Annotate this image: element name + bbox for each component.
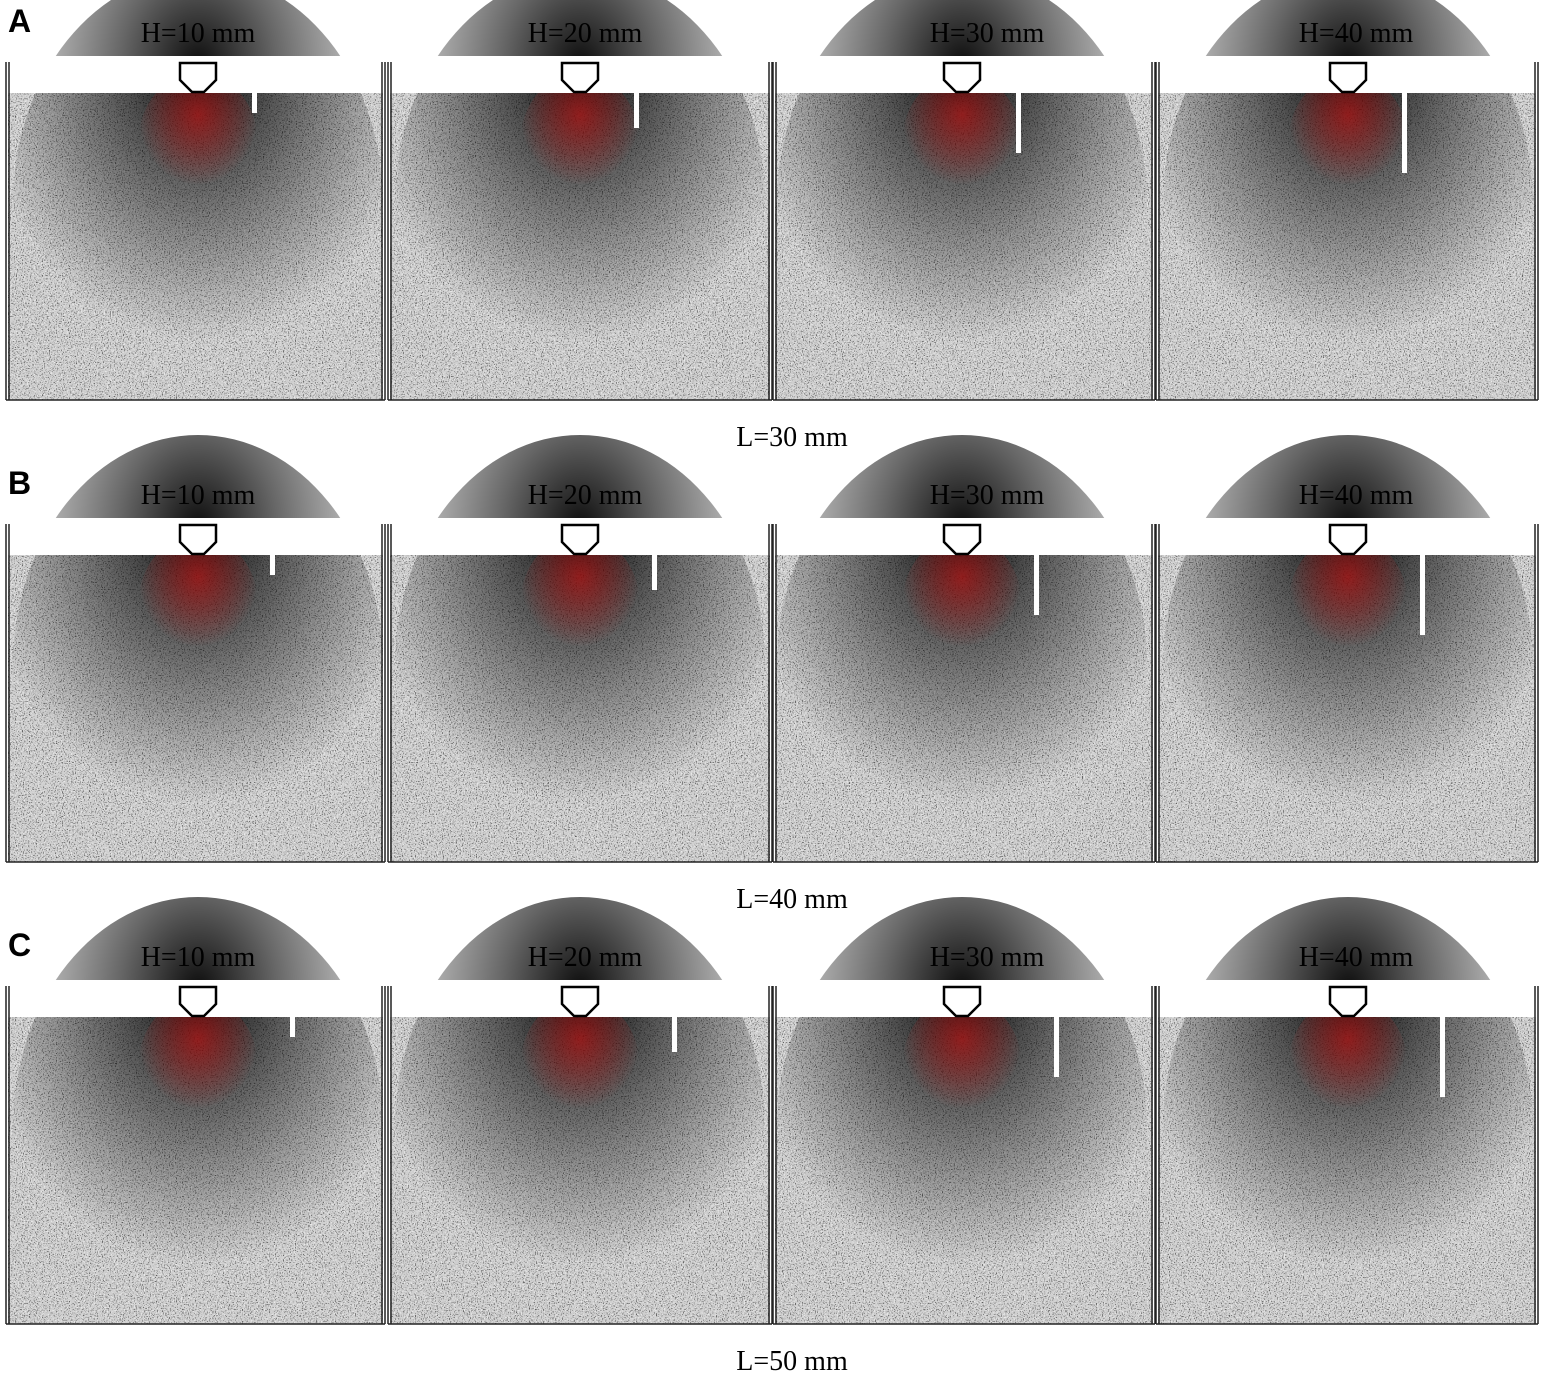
plume — [777, 0, 1147, 433]
panel: H=20 mm — [387, 897, 773, 1357]
panel: H=30 mm — [772, 0, 1156, 433]
slot — [252, 93, 257, 113]
plume-red — [138, 997, 258, 1137]
nozzle — [942, 523, 982, 556]
row-caption: L=30 mm — [736, 422, 848, 453]
nozzle — [1328, 523, 1368, 556]
panel-label: A — [8, 3, 31, 39]
nozzle — [1328, 985, 1368, 1018]
panel: H=40 mm — [1155, 897, 1539, 1357]
nozzle — [178, 523, 218, 556]
plume-red — [902, 997, 1022, 1137]
plume-red — [138, 535, 258, 675]
plume — [1163, 0, 1533, 433]
plume-red — [520, 997, 640, 1137]
nozzle — [560, 985, 600, 1018]
plume — [395, 0, 765, 433]
plume-red — [520, 73, 640, 213]
row-caption: L=40 mm — [736, 884, 848, 915]
panel: H=20 mm — [387, 0, 773, 433]
plume-red — [1288, 73, 1408, 213]
slot — [1420, 555, 1425, 635]
plume-red — [520, 535, 640, 675]
slot — [652, 555, 657, 590]
panel: H=20 mm — [387, 435, 773, 895]
plume — [13, 0, 383, 433]
nozzle — [560, 523, 600, 556]
slot — [1402, 93, 1407, 173]
slot — [1440, 1017, 1445, 1097]
panel: H=10 mm — [5, 435, 386, 895]
plume-red — [1288, 997, 1408, 1137]
nozzle — [178, 985, 218, 1018]
slot — [672, 1017, 677, 1052]
slot — [634, 93, 639, 128]
panel: H=10 mm — [5, 0, 386, 433]
plume-red — [902, 535, 1022, 675]
plume-red — [138, 73, 258, 213]
nozzle — [560, 61, 600, 94]
slot — [1054, 1017, 1059, 1077]
plume-red — [1288, 535, 1408, 675]
nozzle — [178, 61, 218, 94]
panel: H=40 mm — [1155, 435, 1539, 895]
panel-label: B — [8, 465, 31, 501]
slot — [1016, 93, 1021, 153]
nozzle — [942, 985, 982, 1018]
nozzle — [1328, 61, 1368, 94]
slot — [270, 555, 275, 575]
slot — [1034, 555, 1039, 615]
plume-red — [902, 73, 1022, 213]
panel: H=30 mm — [772, 897, 1156, 1357]
nozzle — [942, 61, 982, 94]
panel-label: C — [8, 927, 31, 963]
panel: H=10 mm — [5, 897, 386, 1357]
row-caption: L=50 mm — [736, 1346, 848, 1375]
slot — [290, 1017, 295, 1037]
panel: H=40 mm — [1155, 0, 1539, 433]
panel: H=30 mm — [772, 435, 1156, 895]
